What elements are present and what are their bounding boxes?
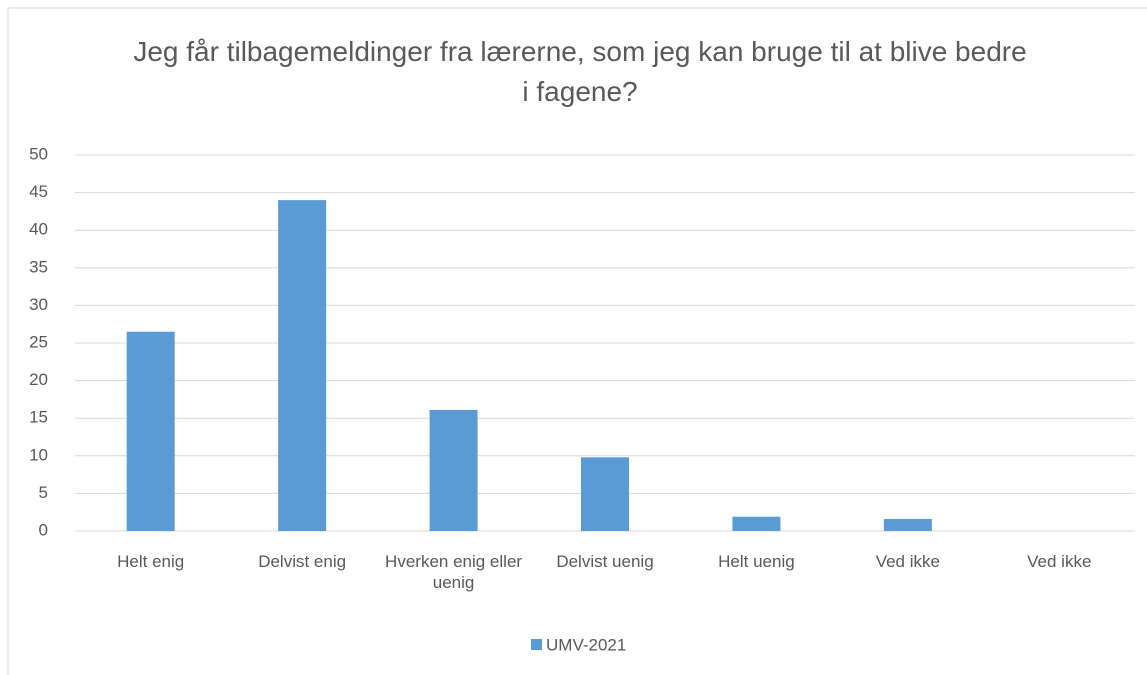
bar (581, 457, 629, 531)
x-tick-label: Delvist enig (258, 552, 347, 571)
y-tick-label: 25 (29, 332, 48, 351)
y-tick-label: 5 (39, 483, 48, 502)
bar (126, 331, 175, 531)
x-tick-label: Helt enig (117, 552, 185, 571)
y-tick-label: 50 (29, 144, 48, 163)
y-tick-label: 40 (29, 220, 48, 239)
y-tick-label: 10 (29, 445, 48, 464)
y-tick-label: 45 (29, 182, 48, 201)
legend-label: UMV-2021 (546, 635, 626, 654)
bar (732, 516, 781, 531)
y-tick-label: 15 (29, 408, 48, 427)
y-tick-label: 20 (29, 370, 48, 389)
bar (429, 409, 478, 531)
legend-swatch (531, 639, 542, 650)
y-tick-label: 35 (29, 257, 48, 276)
x-tick-label: Ved ikke (875, 552, 940, 571)
x-tick-label: Helt uenig (718, 552, 795, 571)
chart-title: Jeg får tilbagemeldinger fra lærerne, so… (133, 36, 1027, 107)
y-tick-label: 30 (29, 295, 48, 314)
bar (278, 200, 327, 531)
x-tick-label: Hverken enig eller uenig (385, 552, 523, 592)
bar (883, 518, 932, 531)
x-tick-label: Delvist uenig (556, 552, 654, 571)
y-tick-label: 0 (39, 520, 48, 539)
x-tick-label: Ved ikke (1027, 552, 1092, 571)
